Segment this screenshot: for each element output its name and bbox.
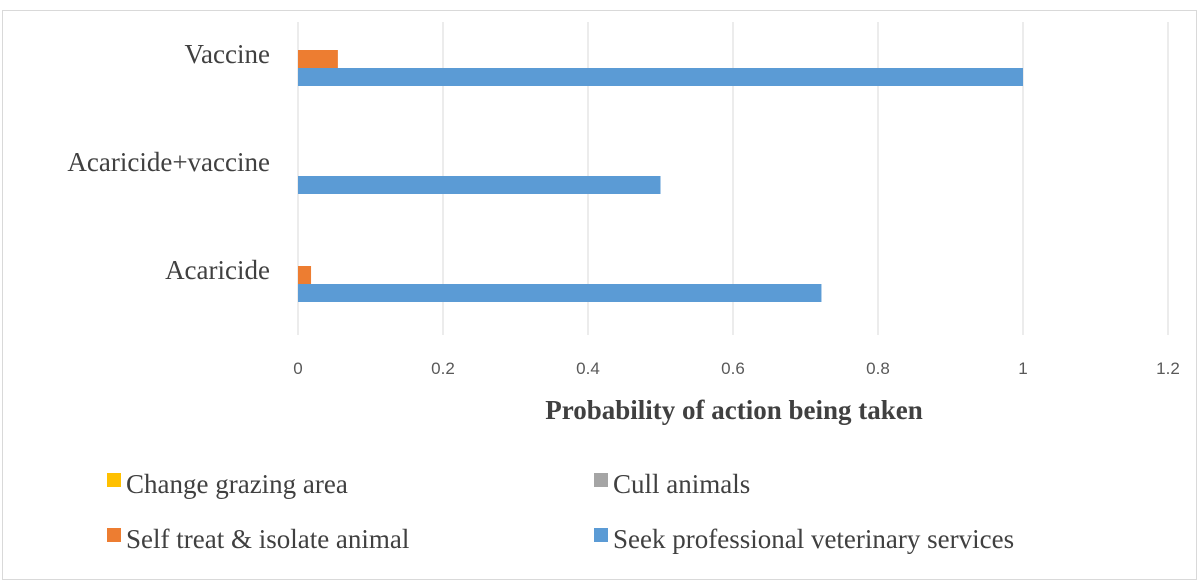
- bar: [298, 176, 661, 194]
- category-labels: Vaccine Acaricide+vaccine Acaricide: [67, 39, 270, 285]
- legend-label: Cull animals: [613, 469, 750, 499]
- x-axis-title: Probability of action being taken: [545, 395, 923, 425]
- bar: [298, 50, 338, 68]
- x-tick-label: 0.4: [576, 359, 600, 378]
- bar: [298, 284, 822, 302]
- legend-swatch: [107, 473, 121, 487]
- x-tick-label: 1: [1018, 359, 1027, 378]
- x-tick-label: 0: [293, 359, 302, 378]
- x-tick-label: 0.8: [866, 359, 890, 378]
- x-tick-labels: 0 0.2 0.4 0.6 0.8 1 1.2: [293, 359, 1180, 378]
- legend-swatch: [594, 528, 608, 542]
- x-tick-label: 1.2: [1156, 359, 1180, 378]
- category-label: Acaricide+vaccine: [67, 147, 270, 177]
- legend-label: Seek professional veterinary services: [613, 524, 1014, 554]
- bar: [298, 68, 1023, 86]
- bar: [298, 266, 312, 284]
- legend-swatch: [107, 528, 121, 542]
- legend: Change grazing area Cull animals Self trea…: [107, 469, 1014, 554]
- x-tick-label: 0.2: [431, 359, 455, 378]
- category-label: Vaccine: [185, 39, 270, 69]
- bars: [298, 50, 1023, 302]
- category-label: Acaricide: [165, 255, 270, 285]
- x-tick-label: 0.6: [721, 359, 745, 378]
- legend-label: Self treat & isolate animal: [126, 524, 409, 554]
- legend-label: Change grazing area: [126, 469, 348, 499]
- legend-swatch: [594, 473, 608, 487]
